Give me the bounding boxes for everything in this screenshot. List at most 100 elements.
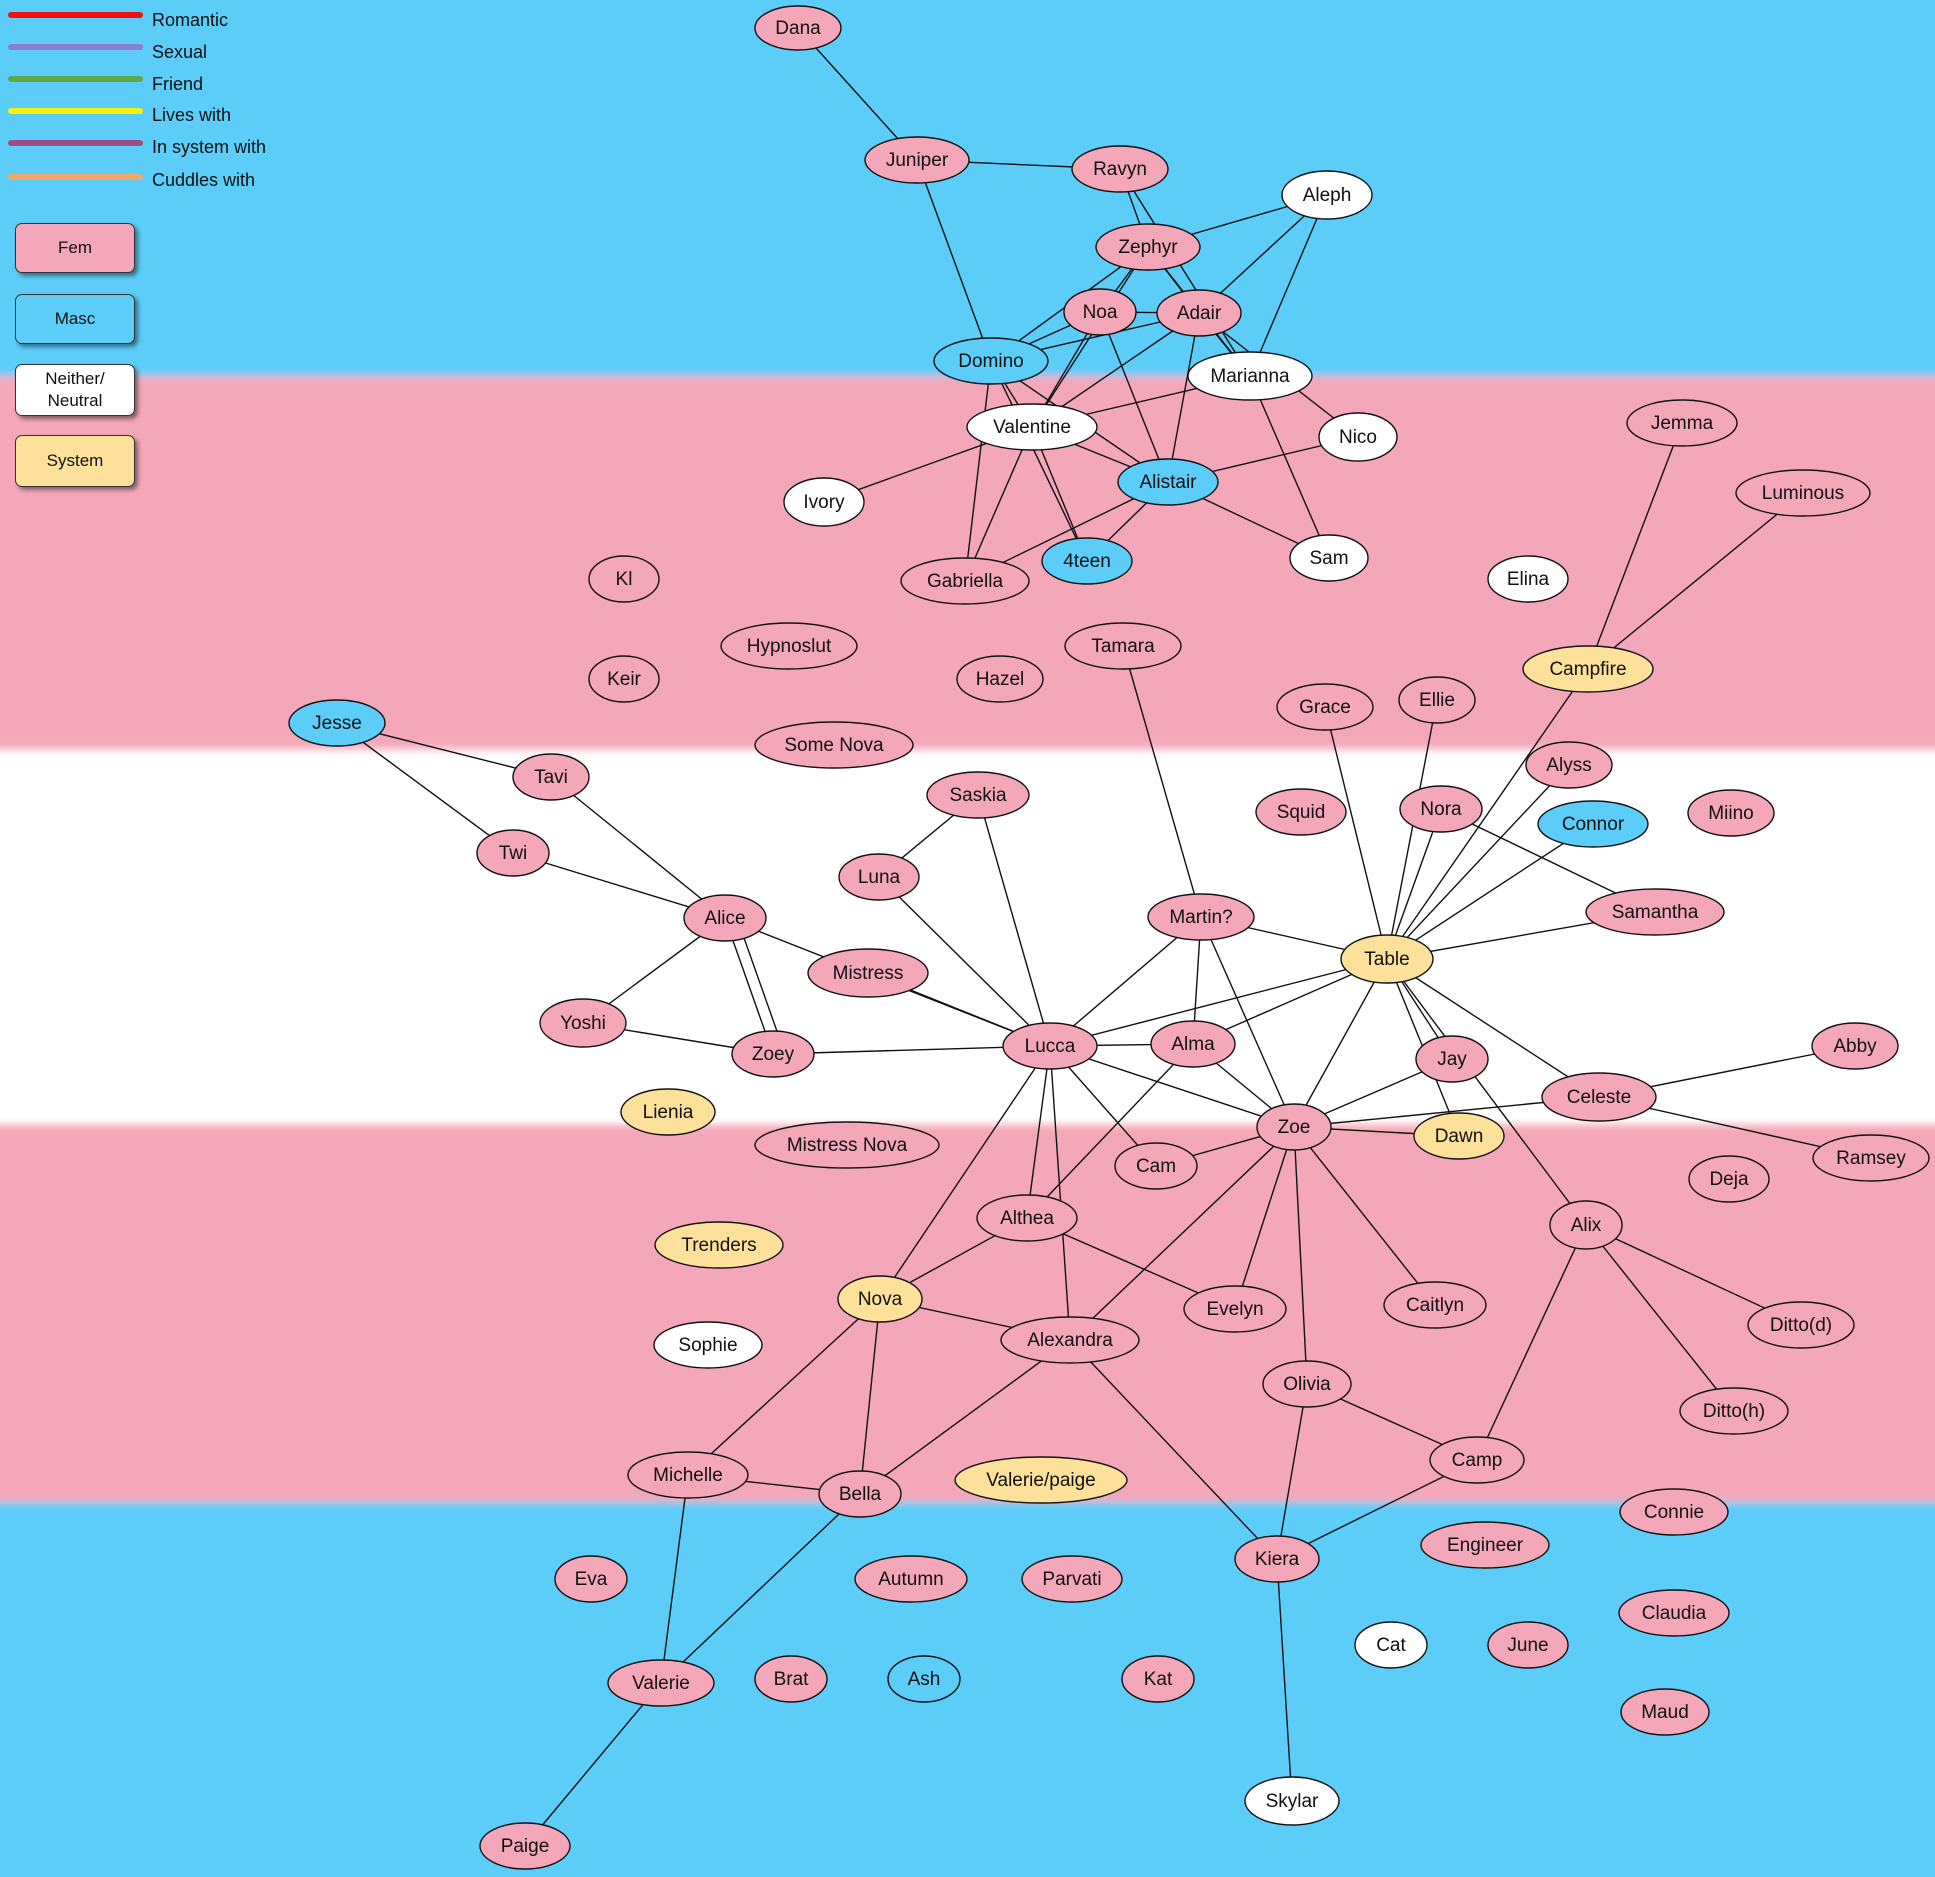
node-label-adair: Adair [1177,303,1222,324]
node-ellipse-ravyn [1071,145,1169,193]
node-ellipse-evelyn [1183,1285,1287,1333]
node-zoey: Zoey [731,1030,815,1078]
node-table: Table [1340,934,1434,984]
edge-zephyr-valentine [1031,246,1149,428]
node-label-alice: Alice [704,908,745,929]
node-ramsey: Ramsey [1812,1134,1930,1182]
edge-alexandra-kiera [1069,1339,1278,1560]
node-ellipse-nora [1399,785,1483,833]
node-label-saskia: Saskia [949,785,1006,806]
node-luminous: Luminous [1735,469,1871,517]
node-ellipse-hypnoslut [720,622,858,670]
node-ellie: Ellie [1398,676,1476,724]
node-paige: Paige [479,1822,571,1870]
node-grace: Grace [1276,683,1374,731]
node-michelle: Michelle [627,1451,749,1499]
edge-tamara-martin [1122,645,1202,918]
edge-alyss-table [1386,764,1570,960]
node-cat: Cat [1354,1621,1428,1669]
edge-saskia-lucca [977,794,1051,1047]
node-label-martin: Martin? [1169,907,1232,928]
node-label-hypnoslut: Hypnoslut [747,636,832,657]
node-ellipse-luna [838,853,920,901]
node-ellipse-autumn [854,1555,968,1603]
node-zoe: Zoe [1256,1103,1332,1151]
node-ellipse-elina [1487,555,1569,603]
node-kat: Kat [1121,1655,1195,1703]
edge-olivia-kiera [1276,1383,1308,1560]
node-noa: Noa [1063,288,1137,336]
node-sophie: Sophie [653,1321,763,1369]
node-ellipse-ash [887,1655,961,1703]
node-label-squid: Squid [1277,802,1326,823]
node-campfire: Campfire [1522,645,1654,693]
node-label-juniper: Juniper [886,150,949,171]
node-ellipse-claudia [1618,1589,1730,1637]
node-nico: Nico [1318,412,1398,462]
node-label-domino: Domino [958,351,1023,372]
node-label-some-nova: Some Nova [784,735,884,756]
edge-zoe-evelyn [1234,1126,1295,1310]
edge-alexandra-bella [859,1339,1071,1495]
node-ellipse-valentine [966,403,1098,451]
node-label-alistair: Alistair [1139,472,1197,493]
node-ellipse-samantha [1585,888,1725,936]
edge-bella-valerie [660,1493,861,1684]
node-autumn: Autumn [854,1555,968,1603]
node-label-ramsey: Ramsey [1836,1148,1906,1169]
node-luna: Luna [838,853,920,901]
node-ellipse-michelle [627,1451,749,1499]
edge-ellie-table [1386,699,1438,960]
node-tamara: Tamara [1064,622,1182,670]
node-label-noa: Noa [1083,302,1118,323]
edge-jesse-twi [336,722,514,854]
node-engineer: Engineer [1420,1521,1550,1569]
node-ellipse-ivory [783,477,865,527]
node-ellipse-table [1340,934,1434,984]
node-ellipse-connie [1619,1488,1729,1536]
edge-lucca-althea [1026,1045,1051,1219]
node-label-sophie: Sophie [678,1335,737,1356]
node-dana: Dana [754,5,842,51]
node-label-jesse: Jesse [312,713,362,734]
node-ellipse-4teen [1041,537,1133,585]
edge-jemma-campfire [1587,422,1683,670]
node-label-celeste: Celeste [1567,1087,1631,1108]
node-ellipse-mistress [807,948,929,998]
node-label-autumn: Autumn [878,1569,943,1590]
node-cam: Cam [1114,1142,1198,1190]
node-label-jay: Jay [1437,1049,1467,1070]
node-ellipse-zoe [1256,1103,1332,1151]
node-ellipse-bella [818,1470,902,1518]
edge-domino-4teen [990,360,1088,562]
edge-table-zoe [1293,958,1388,1128]
node-caitlyn: Caitlyn [1383,1281,1487,1329]
node-label-zoey: Zoey [752,1044,795,1065]
node-ellipse-aleph [1281,170,1373,220]
node-ellipse-miino [1687,789,1775,837]
node-parvati: Parvati [1021,1555,1123,1603]
node-hazel: Hazel [956,655,1044,703]
legend-swatch-friend [8,76,143,82]
node-adair: Adair [1156,289,1242,337]
node-ellipse-yoshi [539,998,627,1048]
node-label-4teen: 4teen [1063,551,1111,572]
node-kl: Kl [588,555,660,603]
node-zephyr: Zephyr [1095,223,1201,271]
node-label-valerie: Valerie [632,1673,690,1694]
edge-table-celeste [1386,958,1600,1098]
node-claudia: Claudia [1618,1589,1730,1637]
node-label-hazel: Hazel [976,669,1025,690]
node-ellipse-marianna [1187,351,1313,401]
node-label-kiera: Kiera [1255,1549,1300,1570]
node-ellipse-nova [837,1275,923,1323]
node-ellipse-sam [1289,534,1369,582]
node-label-dana: Dana [775,18,821,39]
node-alexandra: Alexandra [1000,1316,1140,1364]
node-label-kl: Kl [616,569,633,590]
node-celeste: Celeste [1541,1072,1657,1122]
node-label-gabriella: Gabriella [927,571,1003,592]
node-ellipse-olivia [1262,1360,1352,1408]
node-label-nora: Nora [1420,799,1462,820]
